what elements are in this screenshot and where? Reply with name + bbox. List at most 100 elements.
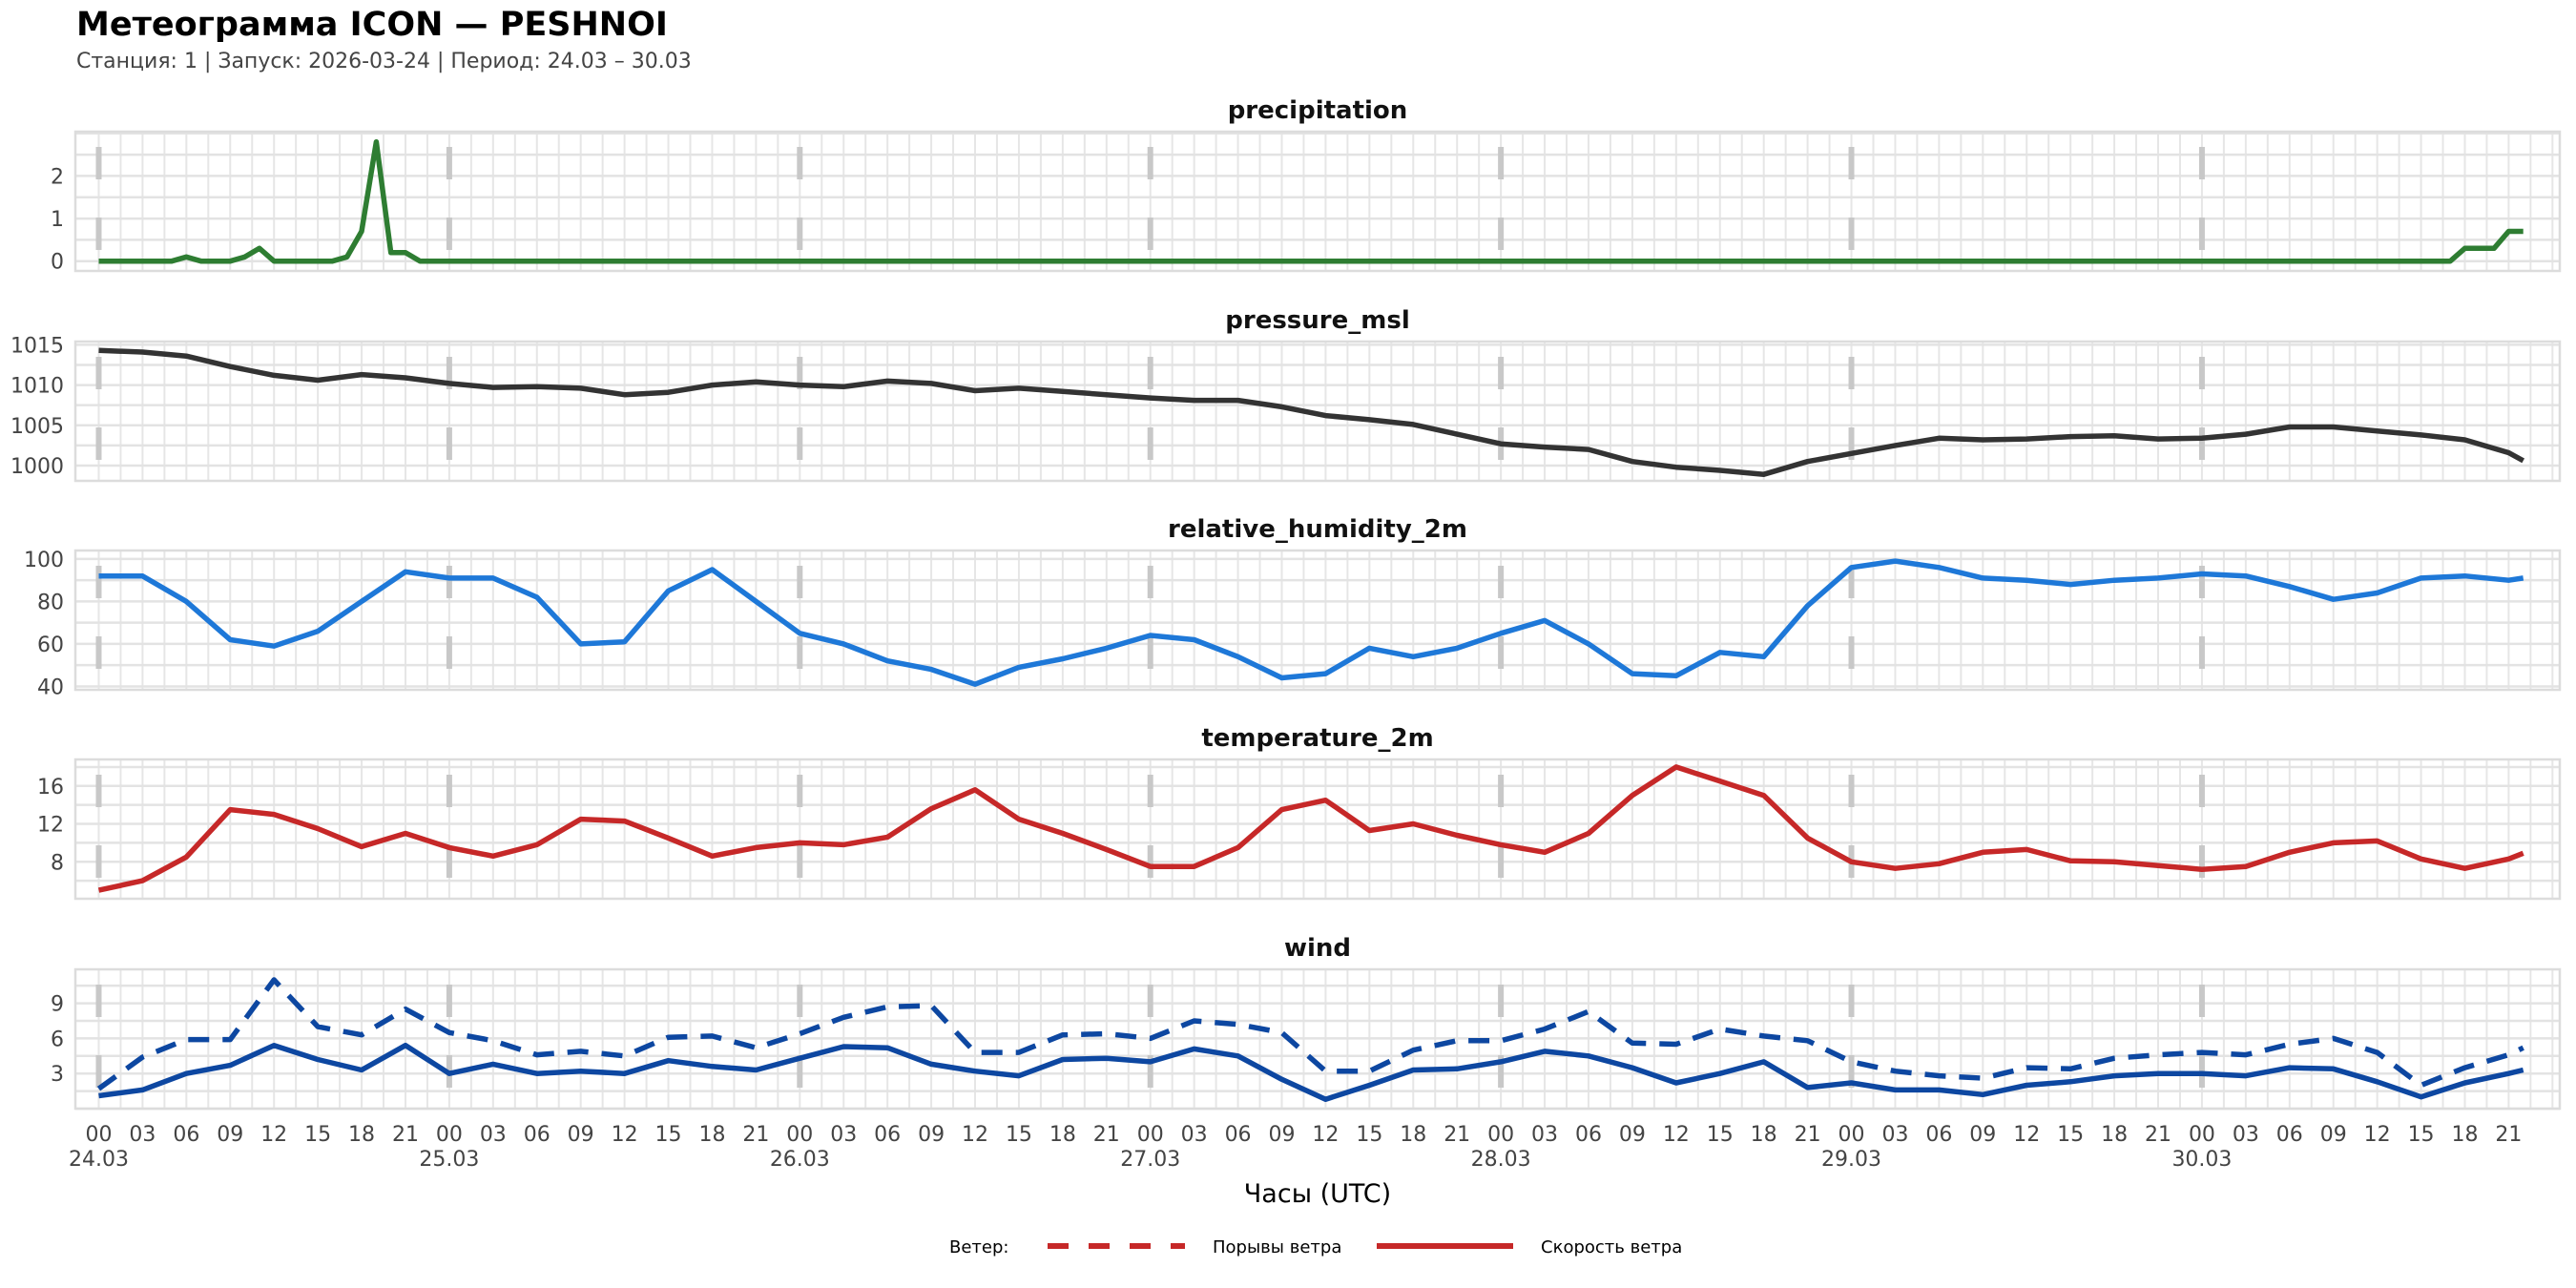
x-tick-label: 00 (1137, 1123, 1164, 1147)
x-tick-label: 12 (2013, 1123, 2040, 1147)
page-title: Метеограмма ICON — PESHNOI (76, 6, 668, 44)
x-tick-label: 15 (1356, 1123, 1382, 1147)
x-tick-label: 15 (1707, 1123, 1734, 1147)
y-tick-label: 16 (37, 776, 64, 800)
panel-frame (73, 549, 2562, 692)
x-tick-label: 21 (1444, 1123, 1470, 1147)
y-tick-label: 3 (51, 1063, 64, 1087)
legend-gust-label: Порывы ветра (1213, 1237, 1341, 1257)
x-tick-label: 21 (2495, 1123, 2522, 1147)
x-tick-label: 00 (2189, 1123, 2215, 1147)
x-date-label: 26.03 (770, 1148, 830, 1172)
x-tick-label: 03 (830, 1123, 857, 1147)
y-tick-label: 1015 (10, 334, 64, 358)
y-tick-label: 60 (37, 634, 64, 657)
x-date-label: 27.03 (1120, 1148, 1180, 1172)
y-tick-label: 2 (51, 165, 64, 189)
x-tick-label: 03 (2233, 1123, 2259, 1147)
x-tick-label: 15 (2408, 1123, 2435, 1147)
y-tick-label: 8 (51, 851, 64, 875)
x-tick-label: 00 (1487, 1123, 1514, 1147)
x-tick-label: 21 (392, 1123, 419, 1147)
x-tick-label: 09 (1619, 1123, 1646, 1147)
x-tick-label: 09 (1969, 1123, 1996, 1147)
x-date-label: 30.03 (2171, 1148, 2232, 1172)
series-line-relative_humidity_2m (98, 558, 2524, 687)
legend-speed-label: Скорость ветра (1541, 1237, 1682, 1257)
panel-title: relative_humidity_2m (1168, 515, 1467, 544)
legend-title: Ветер: (949, 1237, 1008, 1257)
x-tick-label: 18 (2451, 1123, 2478, 1147)
y-tick-label: 1010 (10, 375, 64, 399)
panel-title: pressure_msl (1225, 306, 1409, 335)
x-tick-label: 12 (1663, 1123, 1690, 1147)
y-tick-label: 0 (51, 251, 64, 275)
x-tick-label: 21 (2145, 1123, 2171, 1147)
x-tick-label: 09 (568, 1123, 594, 1147)
x-tick-label: 06 (173, 1123, 199, 1147)
x-tick-label: 18 (348, 1123, 375, 1147)
x-tick-label: 12 (612, 1123, 638, 1147)
series-line-Скорость-ветра (98, 1042, 2524, 1102)
x-tick-label: 00 (85, 1123, 112, 1147)
series-line-pressure_msl (98, 347, 2525, 477)
x-tick-label: 06 (524, 1123, 551, 1147)
x-tick-label: 09 (217, 1123, 243, 1147)
x-tick-label: 09 (1268, 1123, 1295, 1147)
x-tick-label: 03 (129, 1123, 156, 1147)
x-tick-label: 09 (918, 1123, 945, 1147)
x-date-label: 25.03 (419, 1148, 479, 1172)
x-tick-label: 03 (1881, 1123, 1908, 1147)
y-tick-label: 100 (24, 549, 64, 572)
series-line-temperature_2m (97, 764, 2524, 893)
x-tick-label: 06 (1225, 1123, 1252, 1147)
x-axis-label: Часы (UTC) (1244, 1179, 1391, 1209)
panel-pressure-msl: pressure_msl 1000 1005 1010 1015 (10, 306, 2562, 483)
x-tick-label: 06 (1575, 1123, 1602, 1147)
panel-frame (73, 130, 2562, 273)
y-tick-label: 1000 (10, 455, 64, 479)
x-tick-label: 06 (1925, 1123, 1952, 1147)
series-line-Порывы-ветра (96, 977, 2524, 1091)
x-tick-label: 21 (1093, 1123, 1120, 1147)
x-tick-label: 03 (1181, 1123, 1208, 1147)
x-tick-label: 06 (2276, 1123, 2303, 1147)
x-tick-label: 03 (1531, 1123, 1558, 1147)
panel-wind: wind 3 6 9 (51, 934, 2562, 1111)
panel-title: precipitation (1228, 96, 1408, 125)
x-tick-label: 18 (1400, 1123, 1426, 1147)
x-tick-label: 03 (480, 1123, 507, 1147)
panel-frame (73, 340, 2562, 483)
x-date-label: 29.03 (1821, 1148, 1881, 1172)
x-tick-label: 15 (304, 1123, 331, 1147)
x-tick-label: 00 (436, 1123, 463, 1147)
x-tick-label: 15 (2057, 1123, 2084, 1147)
page-subtitle: Станция: 1 | Запуск: 2026-03-24 | Период… (76, 50, 692, 73)
x-tick-label: 21 (742, 1123, 769, 1147)
x-tick-label: 12 (2364, 1123, 2391, 1147)
series-line-precipitation (98, 138, 2524, 264)
y-tick-label: 1 (51, 208, 64, 232)
y-tick-label: 1005 (10, 415, 64, 439)
x-tick-label: 00 (1839, 1123, 1865, 1147)
x-tick-label: 00 (786, 1123, 813, 1147)
x-tick-label: 12 (1312, 1123, 1339, 1147)
panel-title: wind (1284, 934, 1351, 963)
panel-relative-humidity-2m: relative_humidity_2m 40 60 80 100 (24, 515, 2562, 699)
panel-temperature-2m: temperature_2m 8 12 16 (37, 724, 2562, 901)
x-tick-label: 15 (655, 1123, 682, 1147)
x-tick-label: 18 (2101, 1123, 2128, 1147)
y-tick-label: 6 (51, 1028, 64, 1051)
x-tick-label: 18 (1751, 1123, 1777, 1147)
x-tick-label: 21 (1795, 1123, 1821, 1147)
panel-title: temperature_2m (1201, 724, 1433, 753)
panel-frame (73, 758, 2562, 901)
x-date-label: 28.03 (1471, 1148, 1531, 1172)
y-tick-label: 80 (37, 591, 64, 614)
x-tick-label: 18 (698, 1123, 725, 1147)
x-tick-label: 15 (1006, 1123, 1032, 1147)
y-tick-label: 9 (51, 993, 64, 1017)
x-tick-label: 18 (1049, 1123, 1076, 1147)
panel-precipitation: precipitation 0 1 2 (51, 96, 2562, 275)
